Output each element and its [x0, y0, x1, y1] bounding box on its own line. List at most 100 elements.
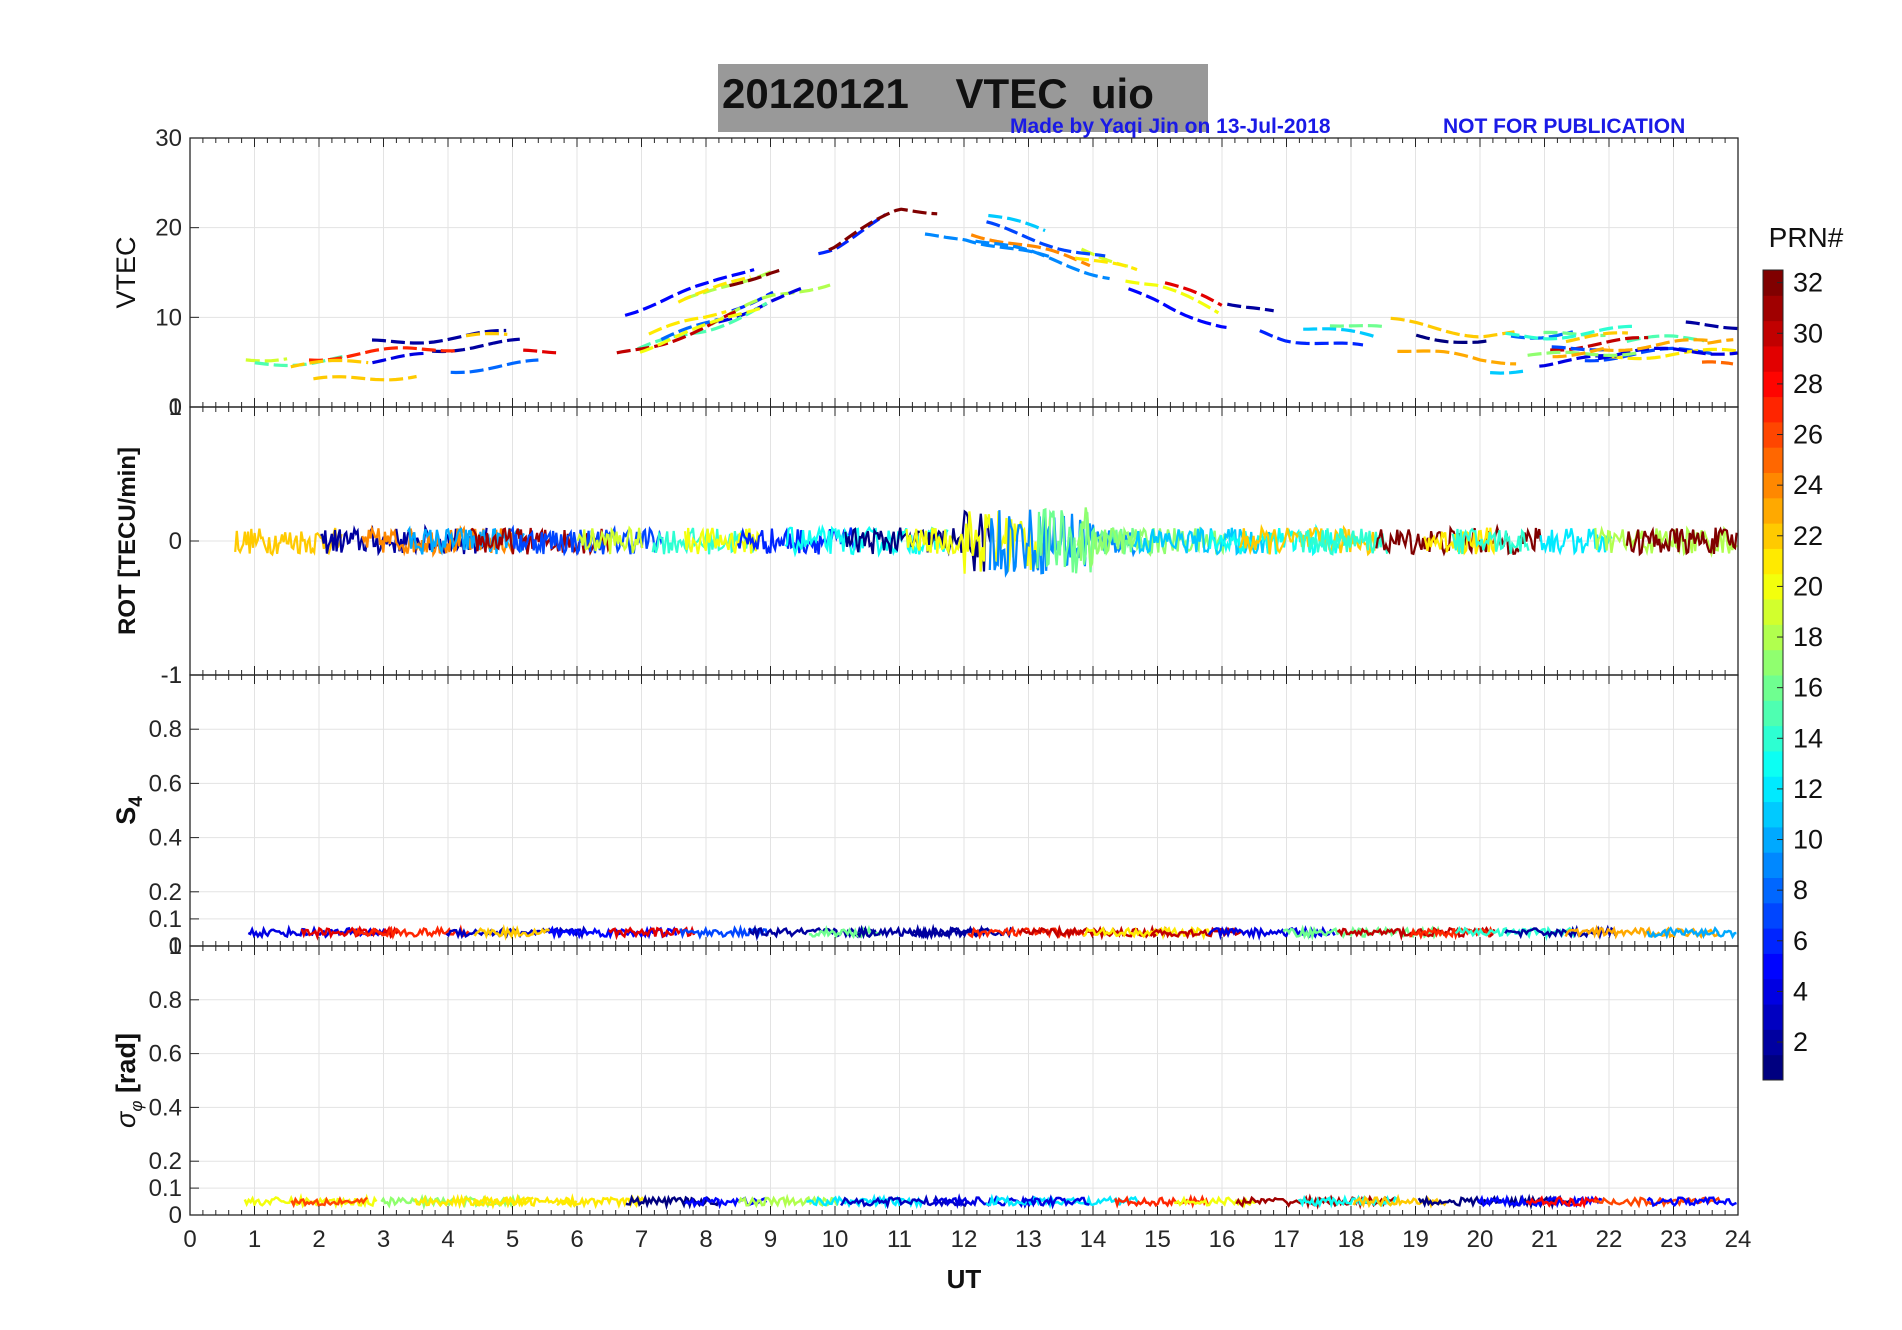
- colorbar-tick-label: 28: [1793, 369, 1823, 399]
- x-tick-label: 20: [1467, 1226, 1494, 1253]
- s4-ylabel-main: S: [111, 807, 141, 825]
- rot-line: [1297, 528, 1389, 556]
- y-tick-label: 1: [169, 662, 182, 689]
- x-tick-label: 11: [887, 1226, 912, 1253]
- vtec-line: [1626, 334, 1705, 343]
- colorbar-tick-label: 10: [1793, 825, 1823, 855]
- vtec-line: [432, 337, 520, 354]
- vtec-line: [637, 301, 768, 351]
- colorbar-segment: [1763, 599, 1783, 625]
- x-tick-label: 24: [1725, 1226, 1752, 1253]
- sigma_phi-line: [1476, 1194, 1603, 1209]
- title-box: [718, 64, 1208, 132]
- sigma_phi-line: [683, 1196, 768, 1210]
- y-tick-label: 0: [169, 528, 182, 555]
- colorbar-segment: [1763, 776, 1783, 803]
- vtec-series: [245, 207, 1738, 382]
- sigma_phi-line: [737, 1193, 839, 1209]
- s4-line: [608, 925, 696, 941]
- colorbar-segment: [1763, 497, 1783, 524]
- colorbar-label: PRN#: [1769, 222, 1844, 253]
- colorbar-segment: [1763, 472, 1783, 499]
- colorbar-segment: [1763, 649, 1783, 676]
- vtec-line: [523, 348, 560, 355]
- vtec-line: [1164, 281, 1223, 307]
- x-tick-label: 0: [183, 1226, 196, 1253]
- sigma-ylabel-unit: [rad]: [111, 1033, 141, 1101]
- colorbar-segment: [1763, 345, 1783, 372]
- sigma_phi-ylabel: σφ [rad]: [111, 1033, 146, 1128]
- figure-title: 20120121 VTEC uio: [722, 70, 1154, 117]
- rot-line: [470, 527, 611, 556]
- colorbar-tick-label: 24: [1793, 470, 1823, 500]
- rot-line: [651, 527, 754, 555]
- vtec-line: [1303, 327, 1376, 339]
- vtec-line: [1329, 323, 1387, 329]
- sigma-ylabel-main: σ: [111, 1110, 141, 1128]
- vtec-line: [1259, 329, 1364, 347]
- y-tick-label: 0.4: [149, 1094, 182, 1121]
- colorbar-tick-label: 32: [1793, 268, 1823, 298]
- y-tick-label: 0.6: [149, 1041, 182, 1068]
- vtec-line: [1390, 316, 1515, 339]
- rot-line: [234, 527, 343, 557]
- colorbar-segment: [1763, 270, 1783, 296]
- vtec-line: [677, 275, 751, 304]
- vtec-line: [975, 239, 1110, 281]
- vtec-line: [450, 358, 539, 375]
- colorbar-tick-label: 20: [1793, 571, 1823, 601]
- sigma_phi-line: [1114, 1193, 1210, 1209]
- vtec-line: [639, 305, 765, 354]
- rot-line: [905, 508, 1053, 574]
- y-tick-label: 0.6: [149, 770, 182, 797]
- s4-ylabel-sub: 4: [126, 796, 147, 807]
- colorbar-segment: [1763, 421, 1783, 448]
- x-tick-label: 13: [1015, 1226, 1042, 1253]
- vtec-line: [729, 268, 782, 288]
- s4-series: [247, 923, 1737, 942]
- sigma_phi-line: [1646, 1195, 1737, 1208]
- x-tick-label: 2: [312, 1226, 325, 1253]
- y-tick-label: -1: [161, 662, 182, 689]
- vtec-line: [1505, 324, 1635, 341]
- rot-line: [844, 509, 992, 572]
- vtec-ylabel: VTEC: [111, 236, 141, 308]
- vtec-line: [970, 233, 1091, 268]
- y-tick-label: 0.4: [149, 825, 182, 852]
- colorbar-tick-label: 2: [1793, 1027, 1808, 1057]
- colorbar-segment: [1763, 852, 1783, 878]
- s4-line: [808, 924, 882, 940]
- y-tick-label: 1: [169, 933, 182, 960]
- colorbar-segment: [1763, 801, 1783, 828]
- x-tick-label: 14: [1080, 1226, 1107, 1253]
- vtec-line: [1074, 256, 1138, 272]
- vtec-line: [1597, 346, 1738, 361]
- panel-s4: 00.10.2 0.4 0.6 0.8 1 S4: [111, 662, 1739, 960]
- vtec-line: [660, 317, 719, 341]
- sigma_phi-line: [1173, 1195, 1256, 1209]
- colorbar-tick-label: 30: [1793, 318, 1823, 348]
- vtec-line: [1226, 302, 1274, 313]
- vtec-line: [1125, 279, 1220, 315]
- y-tick-label: 0: [169, 394, 182, 421]
- sigma_phi-line: [1352, 1193, 1448, 1209]
- colorbar-segment: [1763, 928, 1783, 954]
- s4-line: [967, 925, 1086, 940]
- colorbar-segment: [1763, 675, 1783, 701]
- colorbar-segment: [1763, 396, 1783, 423]
- vtec-line: [718, 287, 802, 324]
- sigma_phi-line: [806, 1193, 924, 1210]
- colorbar-segment: [1763, 548, 1783, 575]
- y-tick-label: 0.1: [149, 1175, 182, 1202]
- y-tick-label: 0: [169, 933, 182, 960]
- s4-line: [1646, 926, 1737, 940]
- colorbar-segment: [1763, 1029, 1783, 1056]
- vtec-line: [1552, 345, 1610, 359]
- vtec-line: [1685, 320, 1738, 331]
- vtec-line: [1701, 360, 1734, 366]
- colorbar-tick-label: 22: [1793, 521, 1823, 551]
- vtec-line: [1550, 335, 1649, 352]
- sigma_phi-line: [985, 1193, 1140, 1209]
